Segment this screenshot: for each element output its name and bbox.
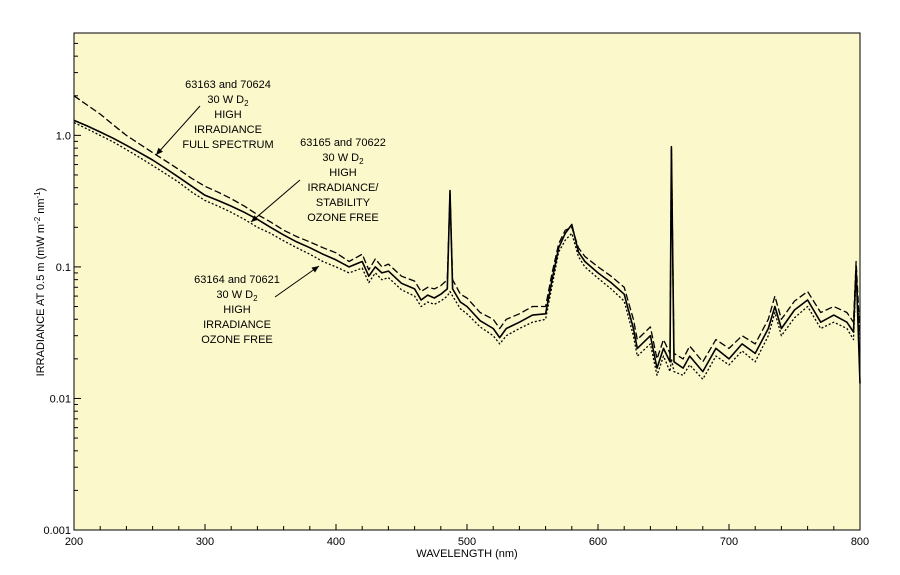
annotation-line: 30 W D2 <box>322 152 364 166</box>
annotation-line: FULL SPECTRUM <box>182 139 273 151</box>
x-tick-label: 300 <box>196 536 214 548</box>
y-axis: 0.001 0.01 0.1 1.0 <box>43 32 81 537</box>
annotation-leader <box>250 179 301 223</box>
annotation-line: HIGH <box>214 109 242 121</box>
y-tick-label: 1.0 <box>56 130 71 142</box>
x-tick-label: 800 <box>851 536 869 548</box>
annotation-line: 30 W D2 <box>207 94 249 108</box>
annotation-line: 63165 and 70622 <box>300 137 386 149</box>
y-tick-label: 0.001 <box>43 525 71 537</box>
y-tick-label: 0.01 <box>50 393 71 405</box>
annotation-line: 63164 and 70621 <box>194 274 280 286</box>
annotation-line: HIGH <box>223 304 251 316</box>
annotation-leader <box>274 265 320 298</box>
annotation-line: OZONE FREE <box>307 212 379 224</box>
annotation-line: OZONE FREE <box>201 334 273 346</box>
annotation-leader <box>155 105 201 156</box>
annotation-line: IRRADIANCE <box>194 124 262 136</box>
annotation-arrowhead <box>251 215 259 222</box>
annotation-arrowhead <box>156 147 163 155</box>
annotation-line: IRRADIANCE/ <box>308 182 380 194</box>
plot-background <box>74 33 860 530</box>
x-tick-label: 400 <box>327 536 345 548</box>
annotation-arrowhead <box>311 266 319 273</box>
y-axis-title: IRRADIANCE AT 0.5 m (mW m-2 nm-1) <box>33 188 47 377</box>
x-tick-label: 700 <box>720 536 738 548</box>
annotation-line: IRRADIANCE <box>203 319 271 331</box>
annotation-line: STABILITY <box>316 197 371 209</box>
annotation-line: 63163 and 70624 <box>185 79 271 91</box>
annotation-line: HIGH <box>329 167 357 179</box>
x-axis: 200 300 400 500 600 700 800 <box>65 524 869 548</box>
annotation-line: 30 W D2 <box>216 289 258 303</box>
y-tick-label: 0.1 <box>56 262 71 274</box>
series-line-dotted <box>73 122 861 380</box>
x-tick-label: 200 <box>65 536 83 548</box>
series-layer <box>73 95 861 384</box>
series-line-dashed <box>73 95 861 363</box>
series-line-solid <box>73 119 861 384</box>
x-tick-label: 500 <box>458 536 476 548</box>
x-tick-label: 600 <box>589 536 607 548</box>
x-axis-title: WAVELENGTH (nm) <box>416 548 517 560</box>
